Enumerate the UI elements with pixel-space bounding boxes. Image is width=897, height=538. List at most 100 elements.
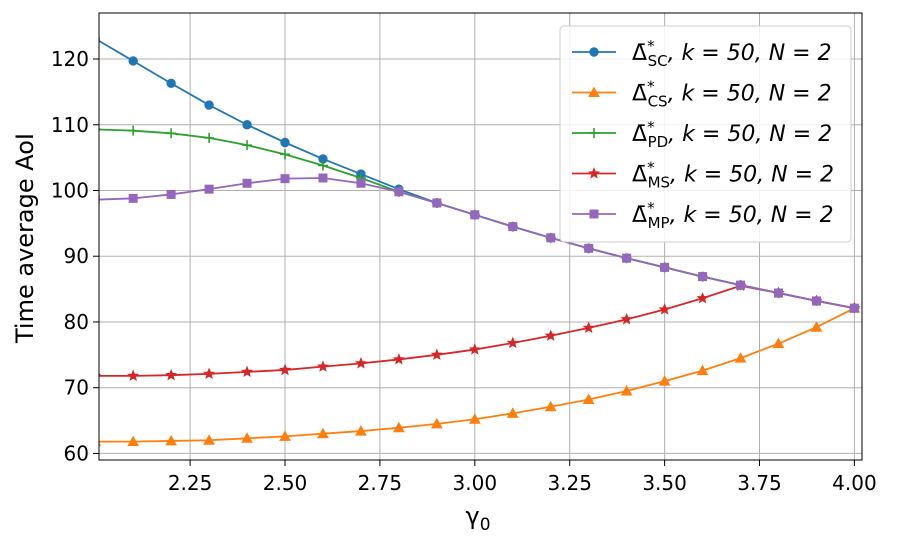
data-point-pd xyxy=(204,132,215,143)
legend-item-ms: Δ̄* MS, k = 50, N = 2 xyxy=(572,159,834,192)
data-point-cs xyxy=(582,393,595,405)
data-point-pd xyxy=(280,149,291,160)
data-point-mp xyxy=(736,280,746,290)
data-point-mp xyxy=(773,288,783,298)
data-point-mp xyxy=(356,178,366,188)
y-tick-label: 90 xyxy=(64,244,89,268)
legend-label: Δ̄* MP, k = 50, N = 2 xyxy=(632,199,834,232)
data-point-mp xyxy=(204,184,214,194)
y-axis-label: Time average AoI xyxy=(11,133,39,344)
data-point-ms xyxy=(582,321,595,334)
data-point-cs xyxy=(810,321,823,332)
plot-frame xyxy=(98,12,863,461)
legend-item-cs: Δ̄* CS, k = 50, N = 2 xyxy=(572,78,832,111)
data-point-pd xyxy=(128,125,139,136)
data-point-ms xyxy=(544,329,557,341)
data-point-mp xyxy=(470,210,480,220)
legend-marker xyxy=(589,47,599,57)
data-point-sc xyxy=(204,100,214,110)
legend-marker xyxy=(589,209,599,219)
data-point-sc xyxy=(166,78,176,89)
data-point-ms xyxy=(696,291,709,304)
data-point-mp xyxy=(811,296,821,306)
data-point-pd xyxy=(166,128,177,139)
data-point-ms xyxy=(203,367,216,380)
series-layer xyxy=(99,35,861,447)
data-point-mp xyxy=(546,233,556,243)
legend-label: Δ̄* SC, k = 50, N = 2 xyxy=(632,37,832,70)
legend-box xyxy=(559,25,852,243)
data-point-cs xyxy=(279,430,291,441)
x-tick-label: 2.75 xyxy=(358,471,403,495)
data-point-ms xyxy=(468,343,481,355)
data-point-sc xyxy=(280,137,290,148)
y-tick-label: 70 xyxy=(64,376,89,400)
data-point-sc xyxy=(99,35,100,42)
x-tick-label: 3.50 xyxy=(642,471,687,495)
legend-marker xyxy=(589,128,599,138)
legend-item-pd: Δ̄* PD, k = 50, N = 2 xyxy=(572,118,832,151)
data-point-cs xyxy=(772,337,785,349)
x-tick-label: 2.25 xyxy=(168,471,213,495)
y-tick-label: 120 xyxy=(51,47,89,71)
x-tick-label: 4.00 xyxy=(832,471,877,495)
data-point-cs xyxy=(506,407,519,418)
data-point-mp xyxy=(166,189,176,199)
data-point-ms xyxy=(506,336,519,349)
legend-label: Δ̄* MS, k = 50, N = 2 xyxy=(632,159,834,192)
data-point-mp xyxy=(660,262,670,272)
data-point-ms xyxy=(620,312,633,325)
data-point-cs xyxy=(241,432,253,443)
data-point-mp xyxy=(394,187,404,197)
data-point-cs xyxy=(317,427,329,439)
data-point-ms xyxy=(354,357,367,369)
data-point-cs xyxy=(127,435,140,447)
x-axis-label: γ0 xyxy=(465,502,490,535)
data-point-mp xyxy=(242,178,252,188)
data-point-cs xyxy=(620,384,633,396)
data-point-mp xyxy=(432,198,442,208)
data-point-ms xyxy=(241,365,254,378)
data-point-mp xyxy=(99,195,100,205)
data-point-mp xyxy=(508,222,518,232)
axes-layer: 2.25 2.50 2.75 3.00 3.25 3.50 3.75 4.00 60 70 80 90… xyxy=(51,12,877,495)
data-point-ms xyxy=(430,348,443,360)
data-point-cs xyxy=(544,400,557,412)
data-point-sc xyxy=(242,120,252,130)
legend-label: Δ̄* CS, k = 50, N = 2 xyxy=(632,78,832,111)
y-tick-label: 60 xyxy=(64,441,89,465)
data-point-cs xyxy=(658,375,671,386)
y-tick-label: 110 xyxy=(51,113,89,137)
data-point-cs xyxy=(430,417,443,429)
data-point-mp xyxy=(128,193,138,203)
data-point-ms xyxy=(127,369,140,381)
x-tick-label: 3.75 xyxy=(737,471,782,495)
data-point-ms xyxy=(165,368,178,381)
x-tick-label: 2.50 xyxy=(263,471,308,495)
series-mp xyxy=(99,173,859,313)
data-point-cs xyxy=(393,421,405,433)
data-point-cs xyxy=(165,434,177,446)
legend: Δ̄* SC, k = 50, N = 2 Δ̄* CS, k = 50, N = 2… xyxy=(559,25,852,243)
data-point-mp xyxy=(622,253,632,263)
data-point-cs xyxy=(734,352,747,363)
data-point-mp xyxy=(280,174,290,184)
data-point-mp xyxy=(584,243,594,253)
data-point-ms xyxy=(316,360,329,372)
data-point-cs xyxy=(203,434,215,445)
legend-item-mp: Δ̄* MP, k = 50, N = 2 xyxy=(572,199,834,232)
data-point-pd xyxy=(242,140,253,151)
data-point-cs xyxy=(468,413,481,424)
legend-label: Δ̄* PD, k = 50, N = 2 xyxy=(632,118,832,151)
data-point-ms xyxy=(392,353,405,365)
data-point-mp xyxy=(698,272,708,282)
y-tick-label: 80 xyxy=(64,310,89,334)
y-tick-label: 100 xyxy=(51,178,89,202)
legend-marker xyxy=(588,86,600,97)
data-point-mp xyxy=(318,173,328,183)
data-point-mp xyxy=(849,303,859,313)
data-point-ms xyxy=(658,303,671,315)
data-point-pd xyxy=(317,160,328,171)
